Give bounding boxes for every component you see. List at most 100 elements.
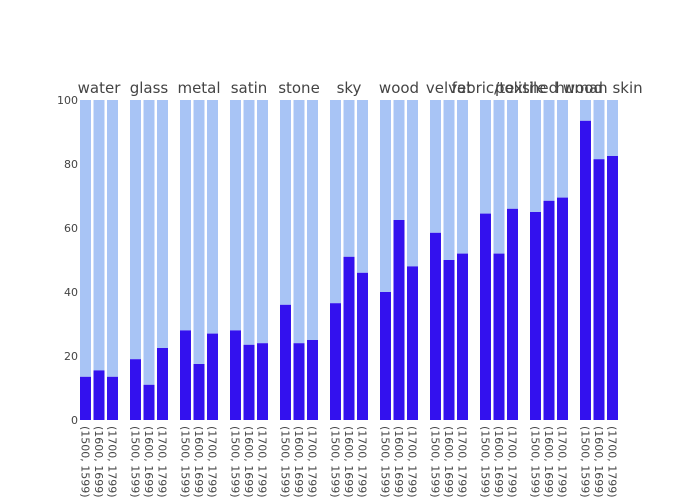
facet-wood: wood (1500, 1599) (1600, 1699) (1700, 1799)	[379, 79, 420, 498]
bar-upper	[207, 100, 218, 334]
bar-lower	[280, 304, 291, 420]
bar-lower	[457, 253, 468, 420]
bar-lower	[543, 200, 555, 420]
bar-upper	[543, 100, 555, 201]
y-tick-label: 100	[57, 94, 78, 107]
bar-lower	[230, 330, 241, 420]
facet-title: sky	[337, 79, 362, 97]
facet-stone: stone (1500, 1599) (1600, 1699) (1700, 1799…	[278, 79, 320, 498]
bar-upper	[357, 100, 368, 273]
bar-upper	[580, 100, 591, 121]
x-tick-label: (1700, 1799)	[106, 426, 119, 498]
bar-lower	[330, 303, 341, 420]
bar-lower	[343, 256, 355, 420]
bar-upper	[107, 100, 118, 377]
x-tick-label: (1700, 1799)	[556, 426, 569, 498]
x-tick-label: (1500, 1599)	[329, 426, 342, 498]
bar-lower	[143, 384, 155, 420]
bar-lower	[380, 292, 391, 420]
facet-polished-wood: polished wood(1500, 1599) (1600, 1699) (17…	[495, 79, 603, 498]
x-tick-label: (1500, 1599)	[229, 426, 242, 498]
x-tick-label: (1500, 1599)	[479, 426, 492, 498]
bar-upper	[480, 100, 491, 214]
bar-lower	[180, 330, 191, 420]
x-tick-label: (1600, 1699)	[392, 426, 405, 498]
bar-lower	[293, 343, 305, 420]
bar-lower	[443, 260, 455, 420]
x-tick-label: (1700, 1799)	[456, 426, 469, 498]
bar-upper	[607, 100, 618, 156]
bar-upper	[243, 100, 255, 345]
facet-title: polished wood	[495, 79, 603, 97]
facet-fabric-textile: fabric/textile(1500, 1599) (1600, 1699) (1…	[452, 79, 547, 498]
bar-lower	[193, 364, 205, 420]
bar-lower	[307, 340, 318, 420]
bar-upper	[307, 100, 318, 340]
bar-lower	[493, 253, 505, 420]
facet-title: stone	[278, 79, 320, 97]
y-tick-label: 20	[64, 350, 78, 363]
x-tick-label: (1500, 1599)	[279, 426, 292, 498]
facet-satin: satin (1500, 1599) (1600, 1699) (1700, 1799…	[229, 79, 269, 498]
bar-upper	[457, 100, 468, 254]
bar-upper	[193, 100, 205, 364]
bar-lower	[80, 376, 91, 420]
x-tick-label: (1600, 1699)	[292, 426, 305, 498]
bar-upper	[93, 100, 105, 371]
bar-upper	[443, 100, 455, 260]
bar-upper	[407, 100, 418, 267]
bar-lower	[407, 266, 418, 420]
bar-upper	[593, 100, 605, 160]
facet-title: wood	[379, 79, 419, 97]
bar-lower	[207, 333, 218, 420]
bar-upper	[493, 100, 505, 254]
y-tick-label: 80	[64, 158, 78, 171]
x-tick-label: (1700, 1799)	[206, 426, 219, 498]
bar-lower	[93, 370, 105, 420]
bar-lower	[480, 213, 491, 420]
x-tick-label: (1500, 1599)	[79, 426, 92, 498]
x-tick-label: (1600, 1699)	[142, 426, 155, 498]
x-tick-label: (1600, 1699)	[92, 426, 105, 498]
bar-lower	[580, 120, 591, 421]
facet-water: water (1500, 1599) (1600, 1699) (1700, 1799…	[78, 79, 122, 498]
bar-upper	[343, 100, 355, 257]
facet-metal: metal (1500, 1599) (1600, 1699) (1700, 1799…	[177, 79, 220, 498]
y-axis: 0 20 40 60 80 100	[57, 94, 78, 427]
bar-upper	[393, 100, 405, 220]
bar-upper	[180, 100, 191, 331]
x-tick-label: (1600, 1699)	[542, 426, 555, 498]
bar-lower	[507, 208, 518, 420]
x-tick-label: (1600, 1699)	[592, 426, 605, 498]
x-tick-label: (1700, 1799)	[356, 426, 369, 498]
facet-glass: glass (1500, 1599) (1600, 1699) (1700, 1799…	[129, 79, 169, 498]
x-tick-label: (1700, 1799)	[256, 426, 269, 498]
x-tick-label: (1500, 1599)	[379, 426, 392, 498]
bar-upper	[230, 100, 241, 331]
bar-upper	[530, 100, 541, 212]
x-tick-label: (1700, 1799)	[406, 426, 419, 498]
bar-lower	[557, 197, 568, 420]
bar-lower	[607, 156, 618, 420]
bar-upper	[330, 100, 341, 304]
facet-title: glass	[130, 79, 169, 97]
x-tick-label: (1600, 1699)	[342, 426, 355, 498]
bar-upper	[143, 100, 155, 385]
bar-lower	[107, 376, 118, 420]
facets: water(1500, 1599) (1600, 1699) (1700, 1799…	[78, 79, 643, 498]
x-tick-label: (1600, 1699)	[442, 426, 455, 498]
x-tick-label: (1500, 1599)	[179, 426, 192, 498]
bar-upper	[80, 100, 91, 377]
bar-lower	[593, 159, 605, 420]
x-tick-label: (1700, 1799)	[306, 426, 319, 498]
bar-upper	[257, 100, 268, 344]
bar-upper	[130, 100, 141, 360]
facet-title: human skin	[555, 79, 642, 97]
bar-lower	[530, 212, 541, 420]
bar-upper	[293, 100, 305, 344]
y-tick-label: 60	[64, 222, 78, 235]
bar-lower	[243, 344, 255, 420]
facet-title: velvet	[426, 79, 472, 97]
facet-sky: sky (1500, 1599) (1600, 1699) (1700, 1799)	[329, 79, 369, 498]
